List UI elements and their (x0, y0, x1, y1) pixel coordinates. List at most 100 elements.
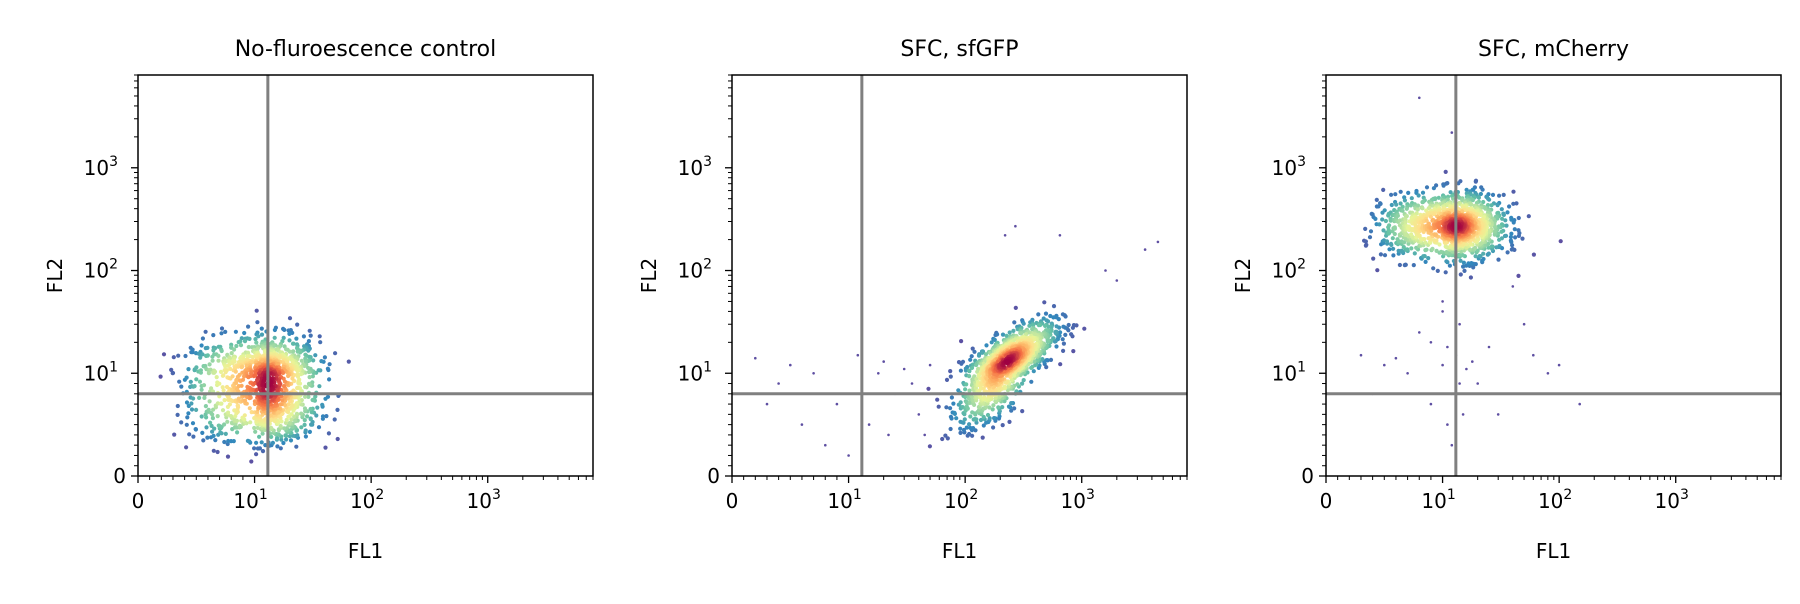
data-point (211, 448, 216, 453)
data-point (1512, 227, 1517, 232)
data-point (179, 384, 184, 389)
data-point (252, 425, 257, 431)
x-tick-label: 0 (1320, 489, 1333, 513)
data-point (316, 425, 322, 430)
data-point (987, 405, 992, 410)
data-point (1448, 190, 1453, 195)
data-point (1036, 323, 1041, 328)
data-point (1382, 253, 1388, 258)
data-point (952, 411, 958, 416)
data-point (1424, 247, 1429, 252)
data-point (211, 333, 216, 338)
data-point (242, 330, 247, 336)
data-point (193, 427, 198, 432)
data-point (262, 399, 268, 404)
outlier-point (1465, 367, 1468, 371)
data-point (962, 417, 967, 422)
outlier-point (1058, 234, 1062, 237)
data-point (1395, 237, 1400, 242)
data-point (935, 397, 940, 402)
data-point (1368, 229, 1374, 234)
data-point (254, 387, 259, 392)
x-tick-label: 103 (1061, 487, 1095, 513)
data-point (335, 407, 340, 412)
data-point (315, 405, 320, 410)
data-point (1508, 234, 1513, 240)
data-point (970, 346, 975, 351)
outlier-point (1359, 353, 1363, 357)
data-point (967, 369, 972, 374)
data-point (335, 436, 340, 442)
data-point (294, 444, 299, 449)
data-point (1404, 214, 1409, 219)
data-point (208, 420, 213, 425)
data-point (1461, 260, 1466, 265)
data-point (1513, 235, 1518, 240)
data-point (945, 436, 950, 441)
data-point (320, 402, 325, 407)
data-point (958, 430, 963, 435)
data-point (206, 407, 211, 412)
data-point (222, 398, 227, 403)
outlier-point (910, 382, 914, 385)
data-point (1444, 250, 1449, 255)
outlier-point (777, 382, 780, 385)
data-point (1516, 273, 1521, 278)
data-point (1376, 204, 1381, 209)
data-point (170, 370, 176, 376)
data-point (1489, 203, 1494, 208)
data-point (1447, 263, 1452, 268)
data-point (184, 400, 190, 405)
data-point (967, 431, 972, 437)
data-point (1490, 192, 1496, 197)
data-point (213, 438, 218, 443)
data-point (1514, 201, 1519, 206)
data-point (1441, 183, 1446, 188)
data-point (1426, 256, 1431, 261)
data-point (1391, 246, 1396, 251)
data-point (294, 411, 299, 416)
data-point (207, 362, 212, 367)
data-point (290, 376, 295, 381)
data-point (187, 432, 192, 437)
data-point (270, 440, 275, 445)
data-point (323, 396, 328, 401)
data-point (212, 426, 217, 431)
x-tick-label: 101 (1421, 487, 1455, 513)
data-point (287, 316, 293, 321)
data-point (969, 354, 974, 359)
data-point (1420, 206, 1425, 211)
data-point (973, 417, 978, 422)
scatter-points (158, 308, 351, 464)
x-tick-label: 103 (467, 487, 501, 513)
data-point (308, 416, 313, 421)
data-point (984, 343, 989, 348)
data-point (1431, 186, 1436, 191)
data-point (1435, 268, 1440, 273)
data-point (320, 414, 326, 419)
data-point (1497, 237, 1502, 242)
data-point (1510, 243, 1515, 248)
data-point (1009, 401, 1014, 406)
data-point (1381, 228, 1386, 233)
data-point (242, 398, 248, 403)
data-point (275, 436, 280, 441)
data-point (287, 421, 292, 426)
data-point (211, 433, 216, 438)
data-point (1486, 251, 1491, 256)
data-point (1485, 203, 1491, 208)
data-point (1009, 408, 1014, 413)
data-point (981, 386, 986, 391)
data-point (209, 410, 214, 416)
data-point (295, 322, 300, 327)
data-point (961, 427, 967, 433)
data-point (317, 384, 322, 389)
data-point (235, 430, 240, 435)
outlier-point (1418, 96, 1421, 100)
data-point (255, 425, 260, 430)
data-point (1473, 179, 1478, 184)
data-point (964, 382, 969, 387)
data-point (269, 434, 274, 439)
data-point (951, 401, 956, 406)
